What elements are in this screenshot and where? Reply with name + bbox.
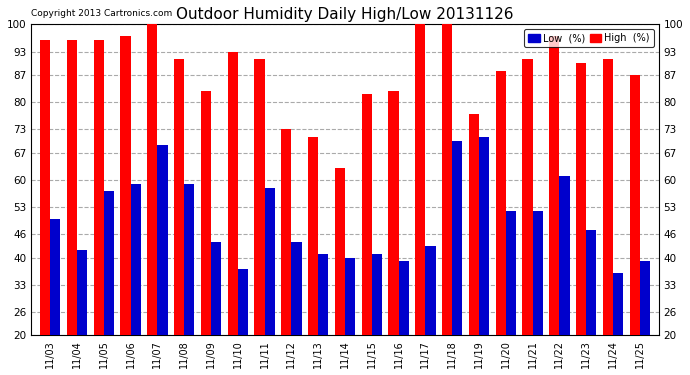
Bar [522, 60, 533, 335]
Bar [184, 184, 195, 335]
Bar [308, 137, 318, 335]
Bar [495, 71, 506, 335]
Bar [335, 168, 345, 335]
Bar [469, 114, 479, 335]
Bar [291, 242, 302, 335]
Bar [586, 230, 596, 335]
Bar [238, 269, 248, 335]
Bar [603, 60, 613, 335]
Bar [121, 36, 130, 335]
Bar [640, 261, 650, 335]
Bar [130, 184, 141, 335]
Title: Outdoor Humidity Daily High/Low 20131126: Outdoor Humidity Daily High/Low 20131126 [176, 7, 514, 22]
Bar [201, 90, 211, 335]
Bar [442, 24, 452, 335]
Bar [506, 211, 516, 335]
Text: Copyright 2013 Cartronics.com: Copyright 2013 Cartronics.com [32, 9, 173, 18]
Bar [147, 24, 157, 335]
Bar [318, 254, 328, 335]
Legend: Low  (%), High  (%): Low (%), High (%) [524, 29, 653, 47]
Bar [40, 40, 50, 335]
Bar [94, 40, 104, 335]
Bar [452, 141, 462, 335]
Bar [549, 36, 560, 335]
Bar [479, 137, 489, 335]
Bar [426, 246, 435, 335]
Bar [50, 219, 61, 335]
Bar [362, 94, 372, 335]
Bar [345, 258, 355, 335]
Bar [629, 75, 640, 335]
Bar [533, 211, 543, 335]
Bar [613, 273, 623, 335]
Bar [264, 188, 275, 335]
Bar [388, 90, 399, 335]
Bar [282, 129, 291, 335]
Bar [104, 192, 114, 335]
Bar [174, 60, 184, 335]
Bar [576, 63, 586, 335]
Bar [228, 52, 238, 335]
Bar [77, 250, 87, 335]
Bar [255, 60, 264, 335]
Bar [560, 176, 569, 335]
Bar [399, 261, 408, 335]
Bar [372, 254, 382, 335]
Bar [211, 242, 221, 335]
Bar [157, 145, 168, 335]
Bar [415, 24, 426, 335]
Bar [67, 40, 77, 335]
